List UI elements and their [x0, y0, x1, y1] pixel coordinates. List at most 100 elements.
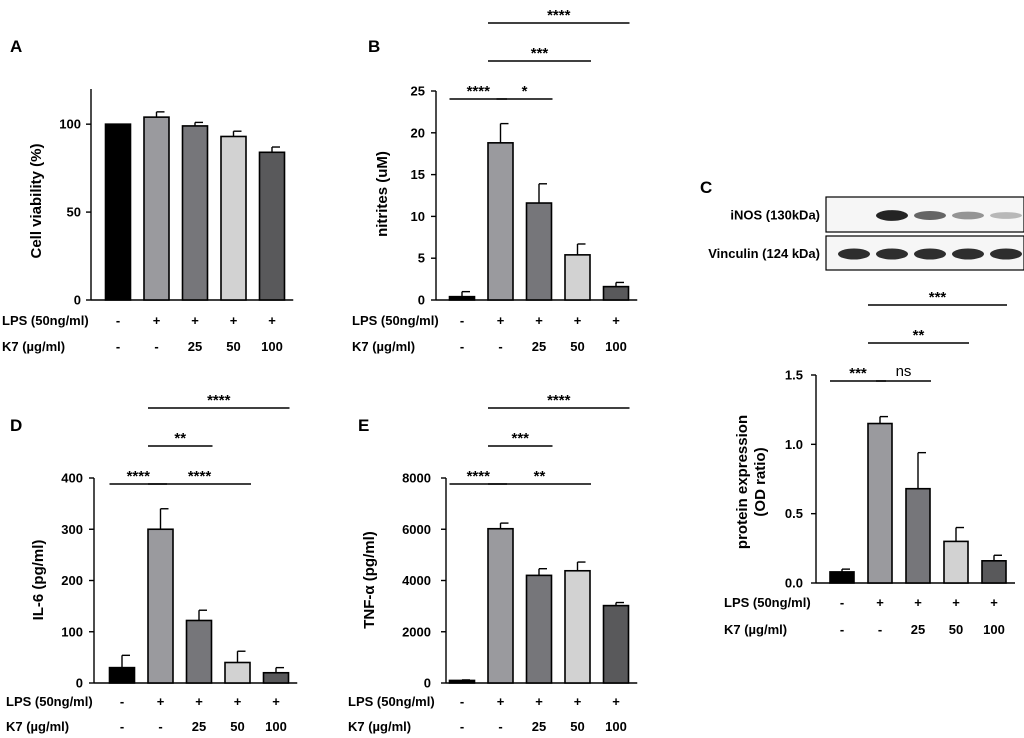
e-lps-value-1: -	[460, 694, 464, 709]
panel-b-label: B	[368, 37, 380, 56]
e-lps-value-2: +	[497, 694, 505, 709]
c-sig-label-3: **	[913, 327, 925, 344]
a-lps-value-2: +	[153, 313, 161, 328]
blot-band-r1-l4	[952, 211, 984, 220]
e-k7-value-1: -	[460, 719, 464, 734]
d-sig-label-4: ****	[207, 392, 231, 409]
d-bar-5	[262, 671, 290, 684]
c-y-tick-label: 1.5	[785, 368, 803, 383]
c-k7-value-5: 100	[983, 622, 1005, 637]
b-lps-value-3: +	[535, 313, 543, 328]
blot-band-r2-l1	[838, 248, 870, 260]
c-y-tick-label: 0.0	[785, 576, 803, 591]
blot-band-r2-l3	[914, 248, 946, 260]
c-k7-label: K7 (µg/ml)	[724, 622, 787, 637]
b-bar-4	[564, 254, 591, 301]
a-k7-value-4: 50	[226, 339, 240, 354]
b-y-axis-label-line: nitrites (uM)	[374, 151, 391, 237]
a-y-axis-label: Cell viability (%)	[28, 143, 45, 258]
e-lps-value-3: +	[535, 694, 543, 709]
c-lps-value-4: +	[952, 595, 960, 610]
a-y-tick-label: 0	[74, 293, 81, 308]
c-k7-value-1: -	[840, 622, 844, 637]
a-k7-value-5: 100	[261, 339, 283, 354]
d-bar-1	[108, 666, 136, 684]
e-lps-value-5: +	[612, 694, 620, 709]
panel-c: C 0.0 0.5 1.0 1.5 protein expression(OD rati…	[700, 178, 1015, 637]
b-y-tick-label: 15	[411, 167, 425, 182]
d-k7-label: K7 (µg/ml)	[6, 719, 69, 734]
d-y-axis-label: IL-6 (pg/ml)	[30, 540, 47, 621]
blot-row-2-label: Vinculin (124 kDa)	[708, 246, 820, 261]
e-y-tick-label: 0	[424, 676, 431, 691]
b-y-tick-label: 25	[411, 84, 425, 99]
a-bar-3	[181, 125, 209, 301]
e-k7-value-2: -	[498, 719, 502, 734]
blot-band-r2-l5	[990, 248, 1022, 260]
b-bar-1	[448, 295, 476, 301]
b-bar-2	[487, 142, 514, 301]
c-lps-value-1: -	[840, 595, 844, 610]
b-bar-3	[525, 202, 553, 301]
e-y-tick-label: 6000	[402, 522, 431, 537]
e-lps-value-4: +	[574, 694, 582, 709]
d-k7-value-3: 25	[192, 719, 206, 734]
e-k7-value-4: 50	[570, 719, 584, 734]
d-k7-value-5: 100	[265, 719, 287, 734]
a-bar-2	[143, 116, 170, 301]
d-lps-value-1: -	[120, 694, 124, 709]
d-sig-label-2: ****	[188, 468, 212, 485]
c-bar-4	[943, 540, 969, 584]
blot-band-r1-l3	[914, 211, 946, 220]
b-sig-label-2: *	[522, 83, 528, 100]
a-bar-1	[104, 123, 132, 301]
c-bar-2	[867, 422, 893, 584]
d-y-axis-label-line: IL-6 (pg/ml)	[30, 540, 47, 621]
d-sig-label-3: **	[174, 430, 186, 447]
c-bar-5	[981, 560, 1007, 584]
b-y-tick-label: 5	[418, 251, 425, 266]
a-bar-4	[220, 135, 247, 301]
c-lps-label: LPS (50ng/ml)	[724, 595, 811, 610]
panel-b: B 0 5 10 15 20 25 nitrites (uM) LPS (50ng/ml) K7…	[352, 7, 638, 354]
panel-c-label: C	[700, 178, 712, 197]
e-y-tick-label: 8000	[402, 471, 431, 486]
a-k7-value-3: 25	[188, 339, 202, 354]
e-y-axis-label-line: TNF-α (pg/ml)	[361, 531, 378, 629]
c-y-axis-label-line: (OD ratio)	[752, 447, 769, 516]
panel-e-label: E	[358, 416, 369, 435]
d-y-tick-label: 300	[61, 522, 83, 537]
b-k7-value-5: 100	[605, 339, 627, 354]
d-y-tick-label: 0	[76, 676, 83, 691]
c-k7-value-2: -	[878, 622, 882, 637]
b-sig-label-4: ****	[547, 7, 571, 24]
c-k7-value-4: 50	[949, 622, 963, 637]
d-lps-value-3: +	[195, 694, 203, 709]
c-lps-value-5: +	[990, 595, 998, 610]
d-lps-value-2: +	[157, 694, 165, 709]
panel-d-label: D	[10, 416, 22, 435]
a-lps-value-5: +	[268, 313, 276, 328]
a-y-tick-label: 50	[67, 205, 81, 220]
e-sig-label-1: ****	[467, 468, 491, 485]
b-lps-label: LPS (50ng/ml)	[352, 313, 439, 328]
d-bar-3	[185, 619, 213, 684]
c-sig-label-1: ***	[849, 365, 867, 382]
e-bar-3	[525, 574, 553, 684]
panel-a-label: A	[10, 37, 22, 56]
d-k7-value-1: -	[120, 719, 124, 734]
d-bar-4	[224, 661, 251, 684]
e-k7-value-3: 25	[532, 719, 546, 734]
b-k7-value-2: -	[498, 339, 502, 354]
c-lps-value-2: +	[876, 595, 884, 610]
a-y-axis-label-line: Cell viability (%)	[28, 143, 45, 258]
a-k7-value-2: -	[154, 339, 158, 354]
blot-band-r2-l2	[876, 248, 908, 260]
e-bar-2	[487, 527, 514, 684]
e-k7-label: K7 (µg/ml)	[348, 719, 411, 734]
e-lps-label: LPS (50ng/ml)	[348, 694, 435, 709]
e-y-tick-label: 2000	[402, 624, 431, 639]
b-sig-label-1: ****	[467, 83, 491, 100]
e-y-tick-label: 4000	[402, 573, 431, 588]
